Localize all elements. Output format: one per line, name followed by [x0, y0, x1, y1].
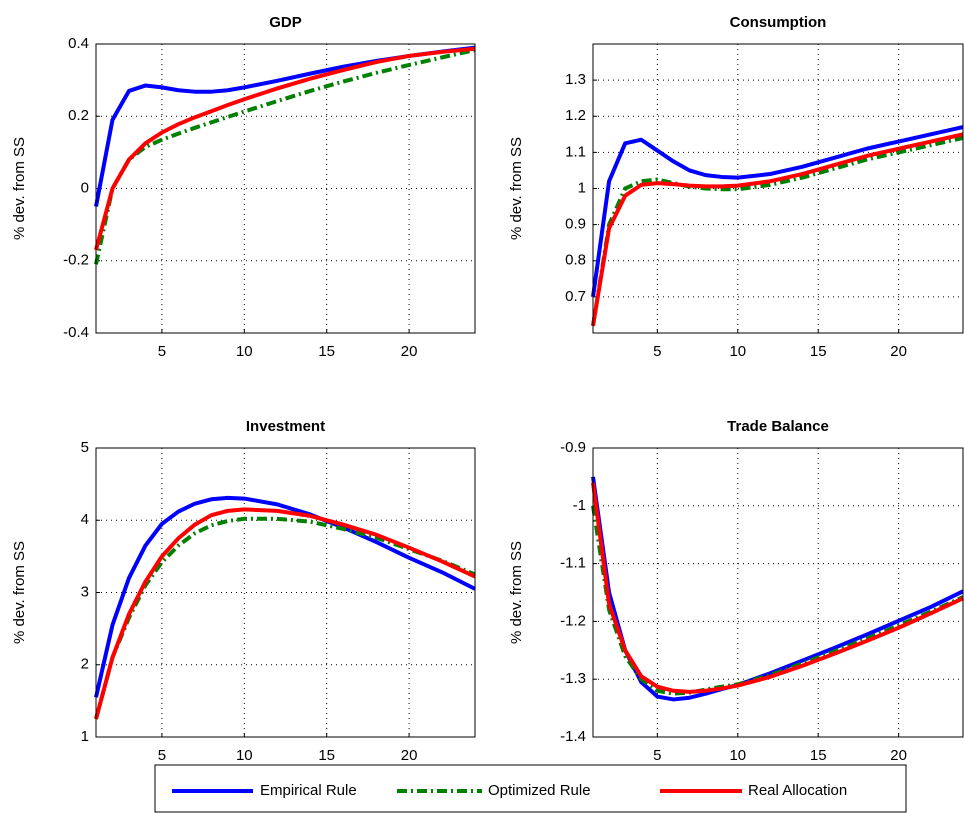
x-tick-label: 20: [890, 747, 907, 764]
x-tick-label: 5: [158, 343, 166, 360]
series-line: [591, 135, 964, 327]
legend-label: Empirical Rule: [260, 782, 357, 799]
y-tick-label: -0.4: [63, 324, 89, 341]
axes-frame: [95, 447, 476, 738]
x-tick-label: 5: [158, 747, 166, 764]
x-tick-label: 10: [729, 343, 746, 360]
x-tick-label: 15: [318, 343, 335, 360]
x-tick-label: 10: [729, 747, 746, 764]
x-tick-label: 20: [401, 343, 418, 360]
y-tick-label: 2: [81, 656, 89, 673]
y-tick-label: -1.1: [560, 555, 586, 572]
series-line: [591, 482, 964, 694]
x-tick-label: 5: [653, 747, 661, 764]
y-tick-label: 1: [578, 179, 586, 196]
chart-title: GDP: [269, 14, 302, 31]
y-tick-label: 0.7: [565, 288, 586, 305]
axes-frame: [592, 447, 964, 738]
series-line: [591, 125, 964, 298]
x-tick-label: 5: [653, 343, 661, 360]
chart-title: Consumption: [730, 14, 827, 31]
y-tick-label: -0.2: [63, 252, 89, 269]
y-axis-label: % dev. from SS: [508, 541, 525, 644]
plot-area: [593, 448, 963, 737]
y-tick-label: 1.3: [565, 71, 586, 88]
y-axis-label: % dev. from SS: [11, 137, 28, 240]
axes-frame: [95, 43, 476, 334]
y-tick-label: 0.8: [565, 252, 586, 269]
y-tick-label: 1.1: [565, 143, 586, 160]
y-tick-label: 0.9: [565, 216, 586, 233]
x-tick-label: 20: [401, 747, 418, 764]
series-line: [94, 46, 476, 251]
series-line: [94, 507, 476, 720]
axes-frame: [592, 43, 964, 334]
y-tick-label: 1: [81, 728, 89, 745]
chart-title: Trade Balance: [727, 418, 829, 435]
y-axis-label: % dev. from SS: [508, 137, 525, 240]
x-tick-label: 15: [810, 343, 827, 360]
series-line: [94, 495, 476, 698]
y-tick-label: -1.2: [560, 612, 586, 629]
y-tick-label: 3: [81, 583, 89, 600]
y-tick-label: -1.3: [560, 670, 586, 687]
x-tick-label: 20: [890, 343, 907, 360]
series-line: [591, 132, 964, 327]
y-tick-label: 1.2: [565, 107, 586, 124]
y-tick-label: 5: [81, 439, 89, 456]
y-tick-label: -0.9: [560, 439, 586, 456]
legend-label: Optimized Rule: [488, 782, 591, 799]
y-tick-label: 0: [81, 179, 89, 196]
x-tick-label: 10: [236, 747, 253, 764]
y-tick-label: 0.2: [68, 107, 89, 124]
legend-box: [154, 764, 907, 813]
plot-area: [96, 448, 475, 737]
x-tick-label: 15: [810, 747, 827, 764]
chart-title: Investment: [246, 418, 325, 435]
y-tick-label: 0.4: [68, 35, 89, 52]
y-tick-label: -1: [573, 497, 586, 514]
legend-label: Real Allocation: [748, 782, 847, 799]
x-tick-label: 15: [318, 747, 335, 764]
y-axis-label: % dev. from SS: [11, 541, 28, 644]
y-tick-label: 4: [81, 511, 89, 528]
y-tick-label: -1.4: [560, 728, 586, 745]
x-tick-label: 10: [236, 343, 253, 360]
